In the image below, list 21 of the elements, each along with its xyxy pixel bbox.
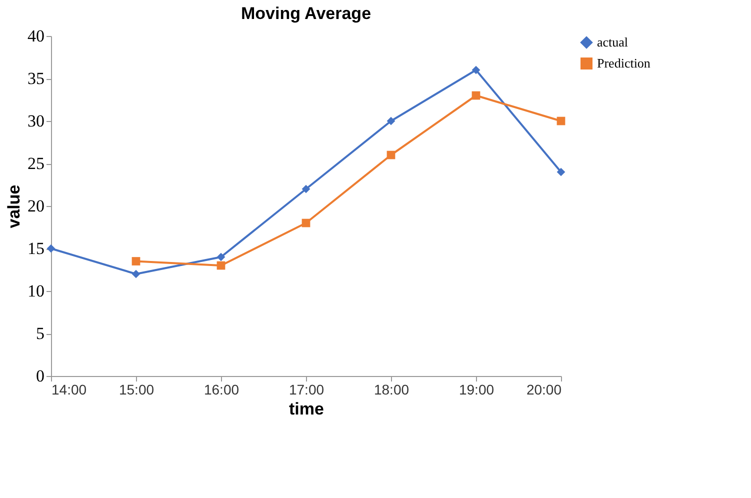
y-tick-label: 10: [28, 282, 44, 300]
y-tick-label: 5: [36, 324, 44, 343]
x-tick-label: 15:00: [118, 382, 154, 398]
x-tick-label: 16:00: [204, 382, 240, 398]
y-tick-label: 30: [28, 112, 44, 130]
legend-label: Prediction: [597, 56, 651, 70]
y-tick-label: 20: [28, 196, 44, 216]
y-tick-label: 15: [28, 239, 44, 258]
x-tick-label: 14:00: [52, 382, 87, 398]
x-tick-label: 18:00: [374, 382, 410, 398]
y-tick-label: 35: [28, 69, 44, 88]
x-tick-label: 20:00: [526, 382, 562, 398]
y-tick-label: 25: [28, 154, 44, 173]
legend-label: actual: [597, 34, 628, 50]
y-tick-label: 40: [28, 26, 44, 46]
x-axis-title: time: [289, 400, 324, 418]
chart-title: Moving Average: [240, 4, 372, 23]
x-tick-label: 17:00: [288, 382, 324, 398]
y-tick-label: 0: [36, 366, 44, 386]
y-axis-title: value: [4, 184, 24, 228]
x-tick-label: 19:00: [458, 382, 494, 398]
